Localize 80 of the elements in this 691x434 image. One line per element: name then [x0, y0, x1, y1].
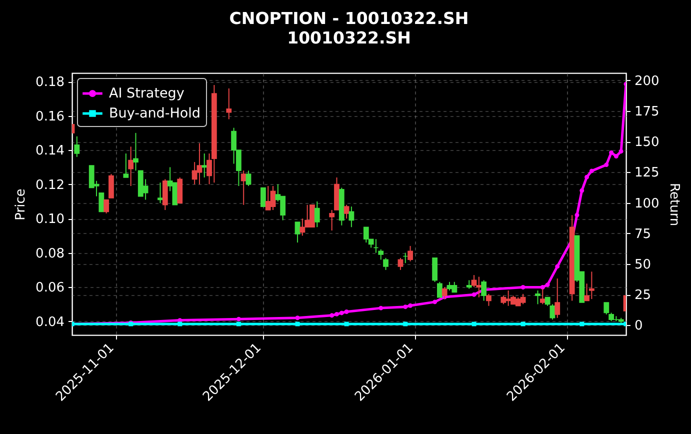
- candlestick: [486, 293, 492, 306]
- y-tick-label: 0.14: [36, 144, 64, 159]
- y-tick-label: 0.18: [36, 75, 64, 90]
- candlestick: [432, 257, 438, 282]
- candlestick: [314, 200, 320, 228]
- point: [545, 282, 550, 288]
- point: [584, 174, 590, 180]
- point: [339, 310, 344, 316]
- point: [378, 306, 384, 310]
- candlestick: [437, 281, 442, 298]
- candlestick: [226, 88, 232, 120]
- point: [555, 264, 560, 269]
- candlestick: [177, 176, 183, 204]
- y-tick-label: 0.12: [36, 178, 64, 193]
- y-axis-title: Price: [14, 188, 29, 220]
- candlestick: [158, 182, 163, 204]
- point: [236, 322, 241, 326]
- point: [472, 292, 476, 297]
- chart-subtitle: 10010322.SH: [287, 28, 411, 48]
- point: [574, 212, 580, 218]
- point: [472, 322, 476, 326]
- y2-tick-label: 100: [634, 196, 660, 212]
- candlestick: [162, 178, 168, 210]
- y2-tick-label: 50: [634, 257, 652, 272]
- candlestick: [402, 252, 408, 264]
- y-tick-label: 0.06: [36, 280, 64, 296]
- y2-tick-label: 25: [634, 288, 652, 304]
- y-tick-label: 0.04: [36, 314, 64, 330]
- point: [520, 322, 526, 326]
- y2-tick-label: 0: [634, 318, 643, 334]
- point: [344, 322, 349, 326]
- point: [295, 322, 300, 326]
- y2-tick-label: 175: [634, 104, 660, 120]
- y-tick-label: 0.16: [36, 109, 64, 124]
- point: [609, 150, 614, 155]
- candlestick: [408, 245, 413, 262]
- candlestick: [246, 170, 252, 187]
- y-tick-label: 0.10: [36, 212, 64, 228]
- y2-tick-label: 75: [634, 226, 652, 242]
- point: [334, 312, 339, 316]
- candlestick: [344, 204, 350, 220]
- point: [403, 304, 408, 310]
- point: [589, 168, 594, 174]
- point: [403, 322, 408, 326]
- point: [520, 285, 526, 290]
- candlestick: [398, 257, 404, 270]
- candlestick: [383, 257, 388, 270]
- point: [604, 162, 609, 168]
- legend-label: Buy-and-Hold: [109, 106, 200, 122]
- point: [408, 303, 413, 308]
- candlestick: [128, 146, 134, 187]
- candlestick: [123, 152, 129, 178]
- y2-tick-label: 125: [634, 166, 660, 181]
- y2-axis-title: Return: [666, 182, 682, 226]
- point: [580, 188, 584, 193]
- candlestick: [535, 290, 540, 305]
- point: [618, 149, 624, 154]
- y-tick-label: 0.08: [36, 246, 64, 262]
- candlestick: [202, 152, 208, 178]
- candlestick: [74, 136, 80, 158]
- point: [614, 154, 618, 158]
- candlestick: [300, 218, 306, 236]
- y2-tick-label: 200: [634, 74, 660, 89]
- y2-tick-label: 150: [634, 135, 660, 150]
- candlestick: [294, 221, 300, 244]
- point: [432, 300, 438, 304]
- point: [178, 322, 182, 326]
- candlestick: [554, 278, 560, 318]
- point: [580, 322, 584, 326]
- candlestick: [133, 132, 138, 172]
- point: [295, 316, 300, 320]
- candlestick: [260, 187, 266, 207]
- candlestick: [240, 170, 246, 206]
- candlestick: [348, 206, 354, 228]
- point: [540, 285, 545, 290]
- legend-label: AI Strategy: [109, 86, 184, 102]
- point: [330, 313, 334, 318]
- point: [236, 316, 241, 322]
- point: [344, 310, 349, 314]
- chart-title: CNOPTION - 10010322.SH: [229, 9, 469, 28]
